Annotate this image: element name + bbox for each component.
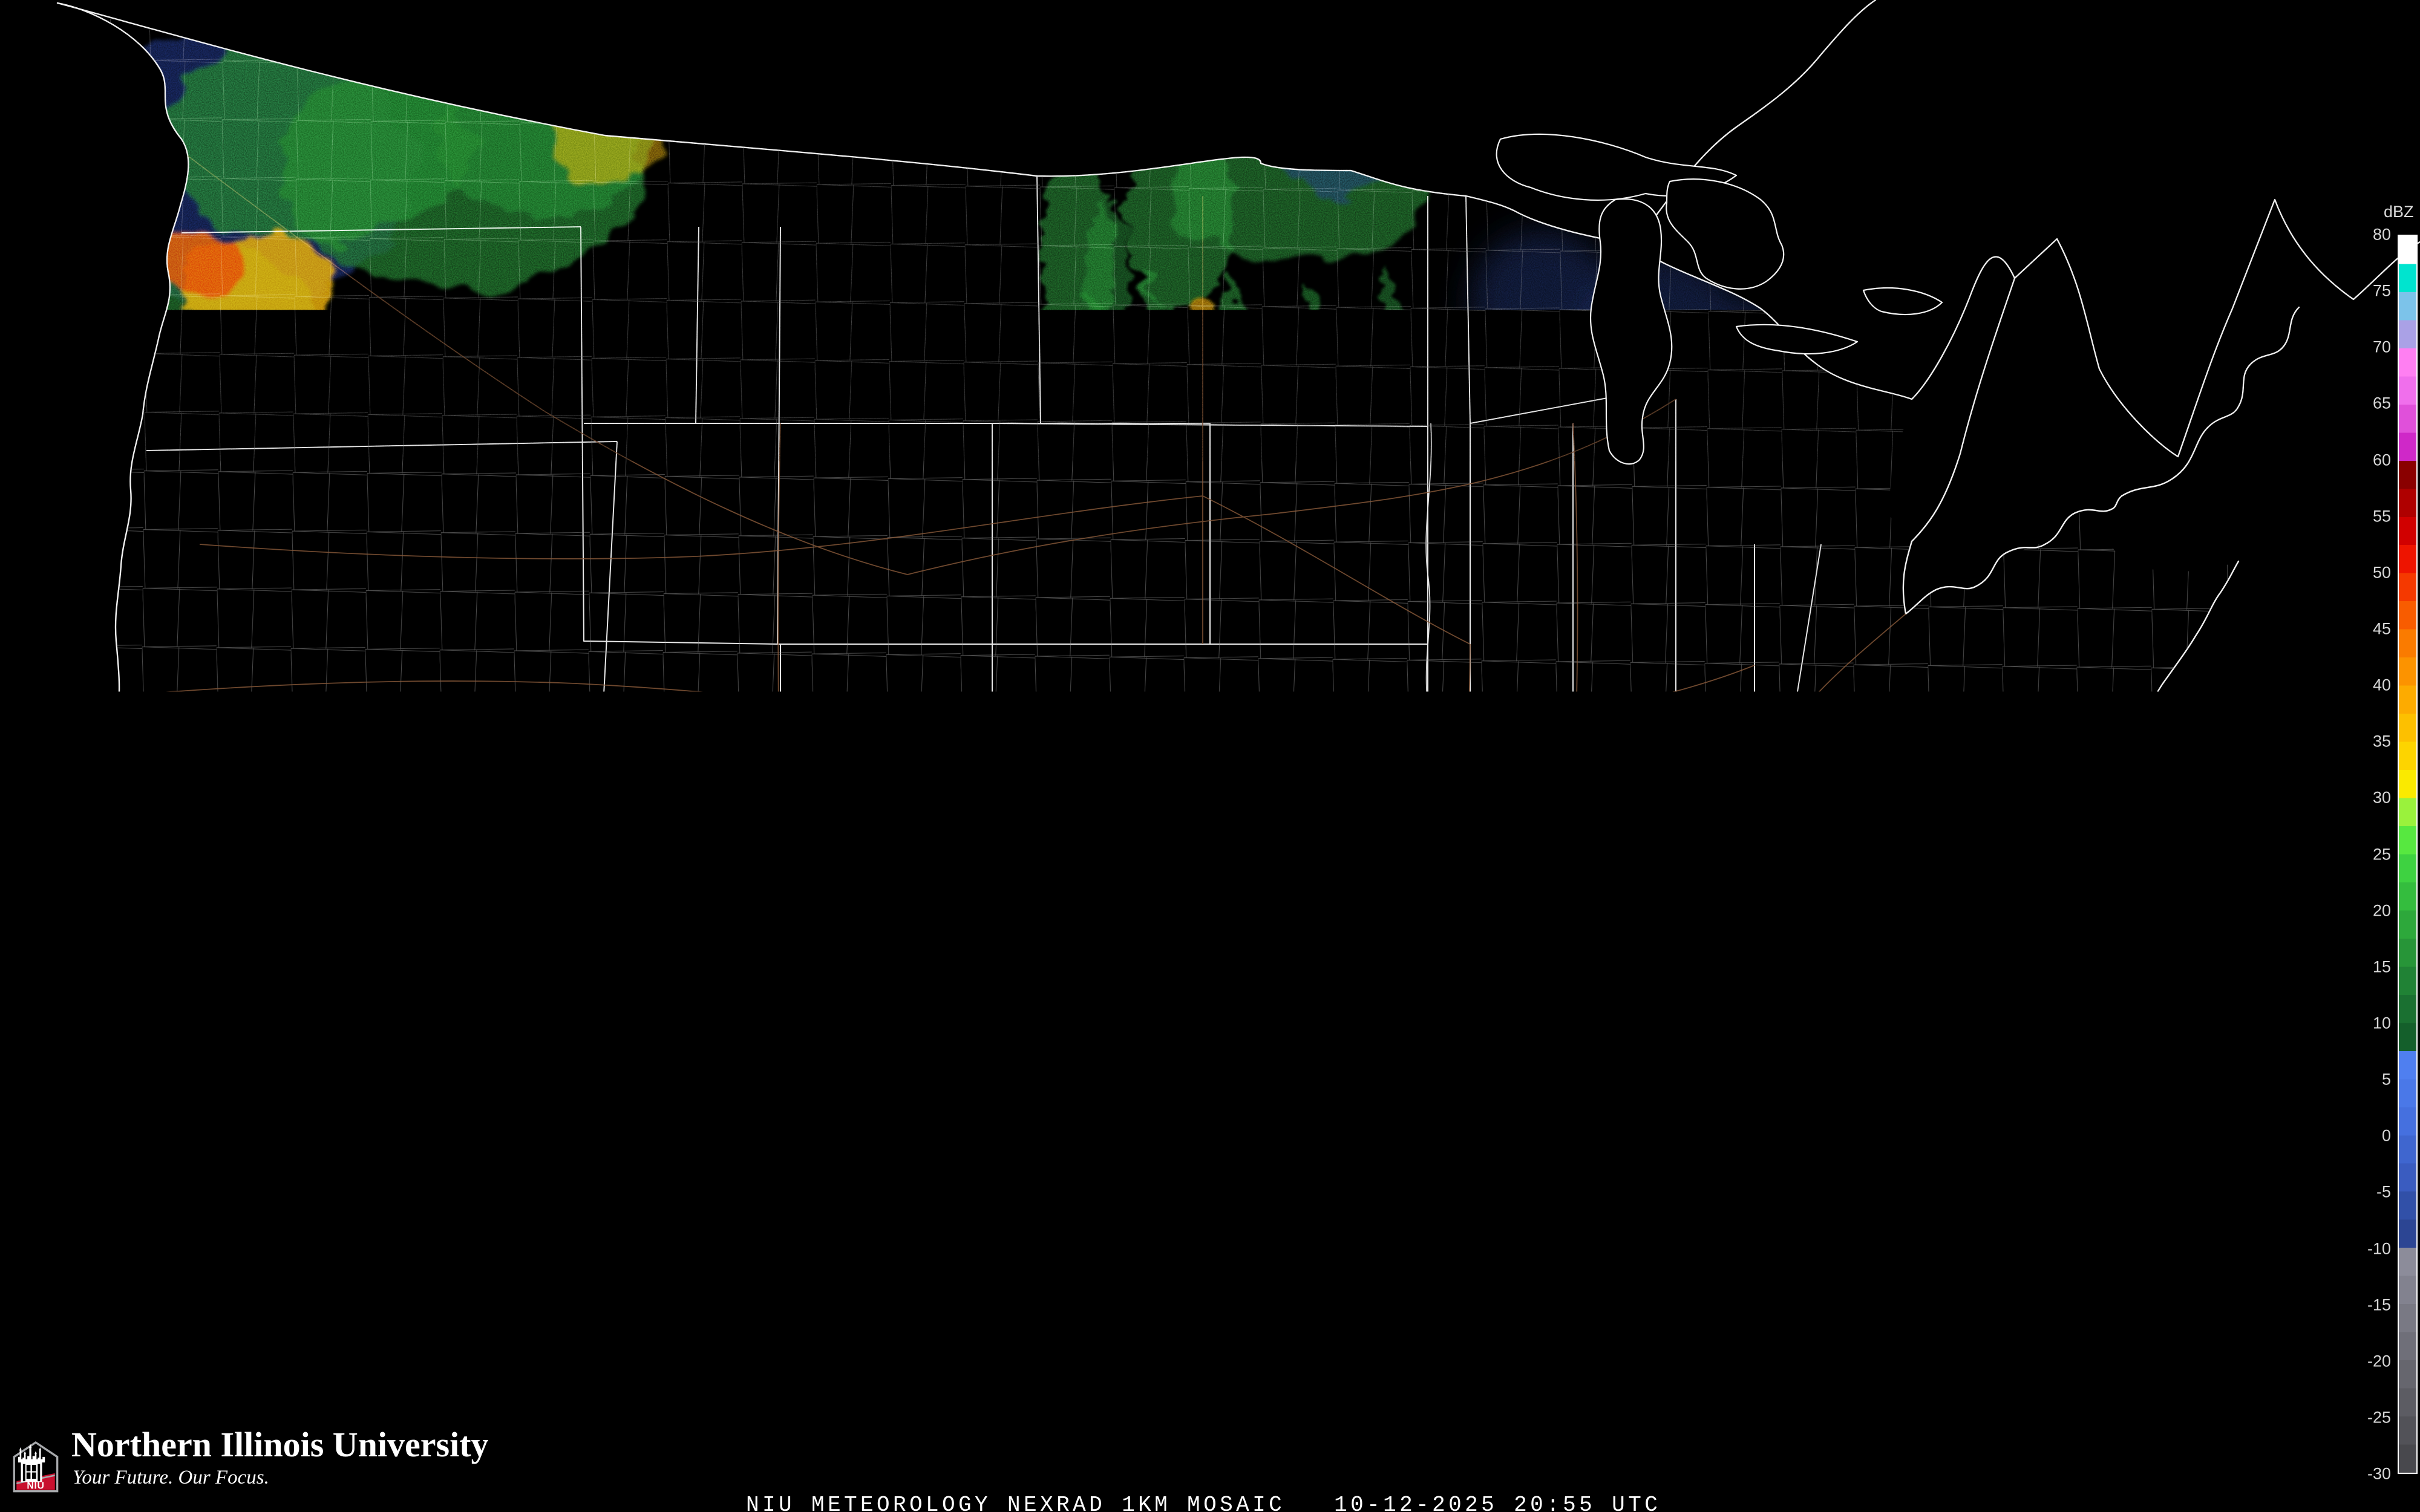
svg-text:NIU: NIU [27, 1481, 44, 1491]
